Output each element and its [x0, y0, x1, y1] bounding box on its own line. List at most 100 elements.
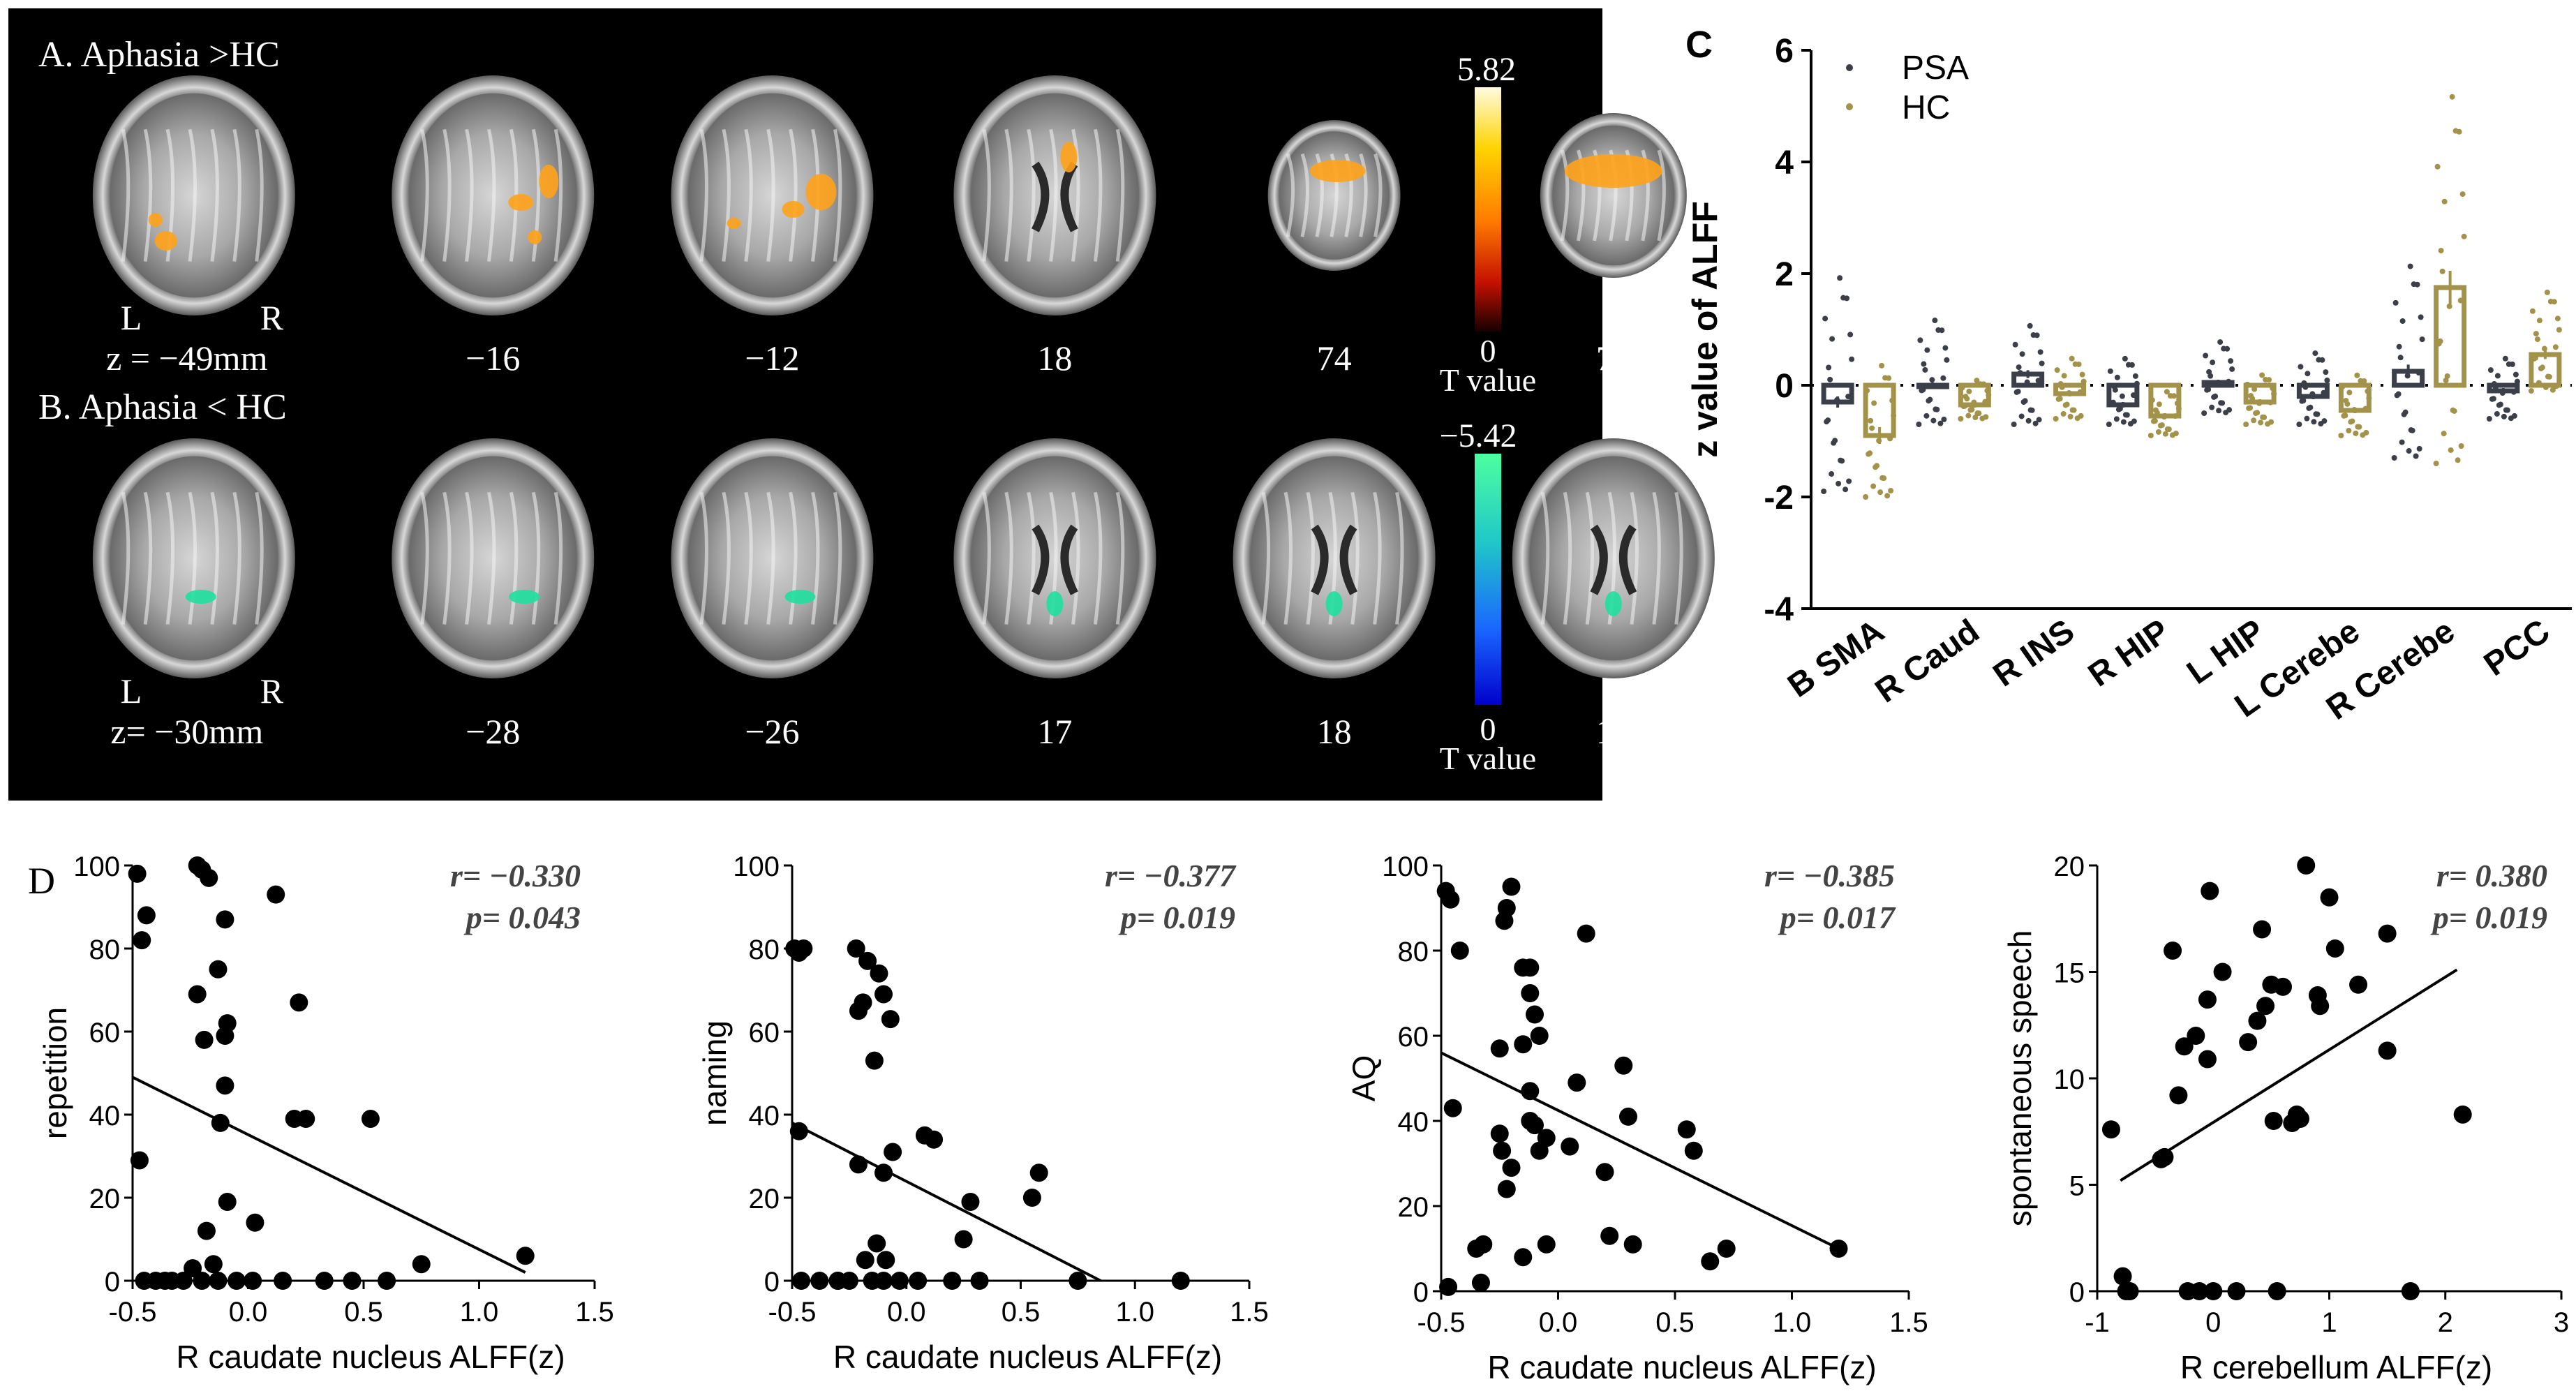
data-point-psa — [2219, 400, 2226, 406]
scatter-naming: 0 20 40 60 80 100 -0.5 0.0 0.5 1.0 1.5 R caudate nu… — [697, 852, 1269, 1375]
data-point-hc — [2162, 431, 2168, 437]
data-point — [2198, 990, 2217, 1009]
data-point-psa — [2208, 373, 2214, 379]
data-point-hc — [1887, 436, 1893, 442]
data-point — [870, 964, 888, 983]
activation-cluster — [1605, 591, 1622, 616]
data-point — [1829, 1240, 1848, 1258]
activation-cluster — [508, 194, 534, 211]
data-point-psa — [2030, 332, 2037, 338]
sulcus-line — [1373, 491, 1382, 625]
slice-z-label: −16 — [466, 339, 520, 378]
data-point — [1521, 1082, 1540, 1101]
data-point-psa — [2217, 339, 2224, 345]
data-point — [1623, 1235, 1642, 1254]
data-point-hc — [2074, 415, 2080, 422]
data-point-psa — [1832, 438, 1838, 444]
data-point-psa — [2324, 377, 2330, 383]
x-tick-label: 1.0 — [1115, 1297, 1154, 1328]
sulcus-line — [1071, 128, 1080, 262]
data-point-hc — [1959, 385, 1965, 391]
data-point-psa — [2212, 393, 2219, 399]
legend-psa-label: PSA — [1902, 50, 1969, 87]
data-point-hc — [1965, 412, 1972, 419]
activation-cluster — [509, 590, 540, 604]
data-point — [2120, 1282, 2139, 1300]
data-point-hc — [2243, 422, 2249, 427]
data-point-hc — [2338, 433, 2344, 438]
data-point — [2248, 1011, 2267, 1030]
brain-slice — [1512, 438, 1715, 678]
panel-c-label: C — [1685, 24, 1713, 66]
data-point — [2239, 1033, 2258, 1052]
x-tick-label: 1.5 — [1230, 1297, 1269, 1328]
data-point-hc — [1874, 463, 1880, 469]
x-tick-label: 0.5 — [1002, 1297, 1041, 1328]
data-point-hc — [2263, 377, 2269, 382]
data-point — [1514, 1035, 1533, 1054]
data-point — [1171, 1272, 1190, 1290]
data-point-hc — [2175, 406, 2182, 412]
sulcus-line — [121, 491, 131, 625]
data-point-psa — [1849, 356, 1855, 362]
data-point-hc — [2529, 308, 2536, 314]
data-point-psa — [2214, 380, 2221, 386]
data-point-hc — [1982, 399, 1988, 405]
data-point — [1502, 1159, 1521, 1177]
data-point-hc — [2268, 399, 2274, 406]
data-point-hc — [2546, 373, 2552, 380]
sulcus-line — [699, 128, 708, 262]
data-point-psa — [1930, 417, 1937, 424]
data-point-psa — [2203, 352, 2209, 359]
x-tick-label: 0.5 — [1655, 1307, 1695, 1338]
data-point-hc — [2079, 371, 2085, 378]
data-point-psa — [2018, 413, 2025, 419]
data-point-hc — [2362, 406, 2369, 412]
data-point-hc — [2346, 427, 2352, 433]
data-point-hc — [2437, 338, 2443, 344]
data-point — [1537, 1129, 1556, 1147]
data-point-psa — [2391, 455, 2397, 461]
data-point-hc — [2080, 378, 2087, 385]
data-point-hc — [1888, 488, 1894, 494]
sulcus-line — [1049, 128, 1058, 262]
data-point-hc — [2549, 387, 2556, 393]
data-point-psa — [2504, 407, 2510, 413]
legend-hc-marker — [1846, 103, 1853, 110]
x-tick-label: 0 — [2205, 1307, 2221, 1338]
data-point-psa — [2407, 263, 2413, 269]
data-point-psa — [2012, 341, 2018, 348]
data-point-hc — [2060, 410, 2067, 417]
data-point-psa — [2506, 361, 2512, 367]
data-point-hc — [2258, 419, 2264, 426]
x-tick-label: 0.0 — [229, 1297, 268, 1328]
data-point-psa — [2418, 314, 2424, 320]
y-tick-label: 80 — [89, 935, 121, 965]
data-point-psa — [2307, 404, 2314, 410]
data-point — [1701, 1252, 1720, 1271]
sulcus-line — [1652, 491, 1661, 625]
data-point-hc — [1964, 396, 1970, 402]
colorbar-b-title: T value — [1440, 741, 1536, 776]
data-point — [2256, 997, 2275, 1016]
sulcus-line — [766, 128, 775, 262]
data-point-psa — [2399, 439, 2405, 445]
data-point — [909, 1272, 928, 1290]
data-point — [881, 1010, 900, 1029]
sulcus-line — [165, 491, 175, 625]
brain-slice — [953, 75, 1156, 315]
data-point — [874, 985, 893, 1004]
panel-b-slices: z= −30mm −28 −26 17 18 19 L R — [92, 438, 1715, 751]
data-point-hc — [2459, 191, 2466, 198]
sulcus-line — [789, 491, 798, 625]
data-point — [1502, 877, 1521, 896]
data-point-hc — [2543, 384, 2549, 390]
sulcus-line — [255, 491, 264, 625]
sulcus-line — [553, 491, 563, 625]
data-point-hc — [2534, 336, 2540, 343]
sulcus-line — [553, 128, 563, 262]
brain-slice — [92, 75, 295, 315]
data-point-psa — [1942, 345, 1949, 351]
y-tick-label: 0 — [764, 1267, 780, 1297]
